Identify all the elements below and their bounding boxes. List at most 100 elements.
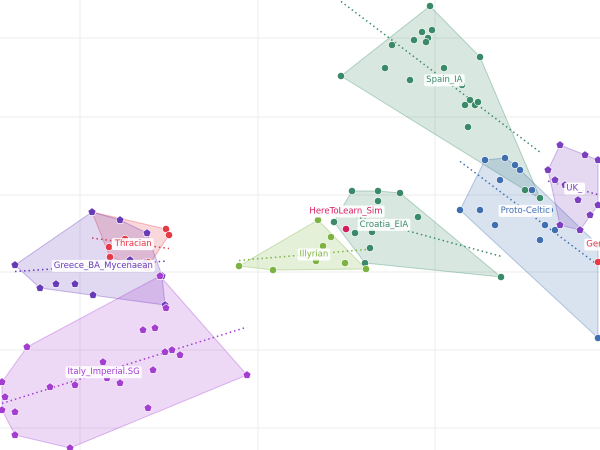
- point: [51, 279, 61, 288]
- point: [410, 36, 418, 44]
- point: [106, 253, 114, 261]
- label-text: Croatia_EIA: [360, 220, 409, 230]
- point: [87, 207, 97, 216]
- point: [511, 161, 519, 169]
- point: [573, 195, 583, 204]
- point: [45, 382, 55, 391]
- point: [115, 378, 125, 387]
- point: [138, 325, 148, 334]
- label-text: UK_: [566, 184, 583, 194]
- label-box: [357, 218, 411, 231]
- point: [235, 262, 243, 270]
- label-box: [564, 182, 586, 195]
- point: [351, 229, 359, 237]
- group-label: Proto-Celtic: [498, 204, 553, 217]
- point: [175, 350, 185, 359]
- point: [521, 186, 529, 194]
- point: [593, 155, 600, 164]
- label-box: [307, 205, 385, 218]
- point: [466, 96, 474, 104]
- point: [143, 403, 153, 412]
- point: [491, 221, 499, 229]
- point: [481, 156, 489, 164]
- point: [155, 271, 165, 280]
- point: [580, 150, 590, 159]
- group-label: Spain_IA: [424, 74, 465, 87]
- point: [418, 28, 426, 36]
- point: [516, 166, 524, 174]
- label-box: [51, 259, 155, 272]
- label-text: Italy_Imperial.SG: [68, 367, 140, 377]
- point: [330, 218, 338, 226]
- point: [10, 260, 20, 269]
- point: [242, 370, 252, 379]
- group-label: Greece_BA_Mycenaean: [51, 259, 155, 272]
- point: [551, 226, 559, 234]
- point: [35, 283, 45, 292]
- label-text: Illyrian: [300, 250, 329, 260]
- point: [497, 273, 505, 281]
- point: [501, 154, 509, 162]
- point: [594, 334, 600, 342]
- group-label: Thracian: [111, 238, 154, 251]
- point: [528, 186, 536, 194]
- point: [0, 377, 7, 386]
- point: [550, 175, 560, 184]
- label-box: [111, 238, 154, 251]
- point: [461, 101, 469, 109]
- group-label: Croatia_EIA: [357, 218, 411, 231]
- point: [22, 342, 32, 351]
- point: [476, 53, 484, 61]
- point: [414, 213, 422, 221]
- point: [474, 98, 482, 106]
- point: [396, 189, 404, 197]
- point: [543, 165, 553, 174]
- point: [381, 64, 389, 72]
- group-label: Illyrian: [297, 248, 331, 261]
- trend-line: [340, 0, 541, 153]
- group-label: Italy_Imperial.SG: [65, 366, 142, 379]
- point: [70, 279, 80, 288]
- point: [406, 76, 414, 84]
- point: [594, 258, 600, 266]
- point: [374, 187, 382, 195]
- group-label: UK_: [564, 182, 586, 195]
- point: [585, 210, 595, 219]
- point: [160, 347, 170, 356]
- point: [341, 259, 349, 267]
- point: [348, 187, 356, 195]
- point: [541, 221, 549, 229]
- point: [337, 72, 345, 80]
- point: [422, 38, 430, 46]
- point: [327, 233, 335, 241]
- group-label: Germ: [584, 238, 600, 251]
- point: [374, 197, 382, 205]
- point: [366, 244, 374, 252]
- point: [428, 26, 436, 34]
- point: [464, 123, 472, 131]
- point: [165, 231, 173, 239]
- group-label: HereToLearn_Sim: [307, 205, 385, 218]
- point: [148, 365, 158, 374]
- label-text: Thracian: [114, 239, 152, 249]
- point: [115, 215, 125, 224]
- point: [65, 443, 75, 450]
- point: [342, 225, 350, 233]
- point: [362, 265, 370, 273]
- point: [0, 405, 7, 414]
- label-box: [65, 366, 142, 379]
- point: [167, 345, 177, 354]
- label-text: Spain_IA: [426, 75, 463, 85]
- point: [593, 200, 600, 209]
- point: [161, 303, 171, 312]
- point: [0, 392, 10, 401]
- point: [440, 64, 448, 72]
- point: [388, 41, 396, 49]
- point: [575, 225, 585, 234]
- label-box: [498, 204, 553, 217]
- label-text: Germ: [586, 240, 600, 250]
- point: [536, 194, 544, 202]
- point: [70, 380, 80, 389]
